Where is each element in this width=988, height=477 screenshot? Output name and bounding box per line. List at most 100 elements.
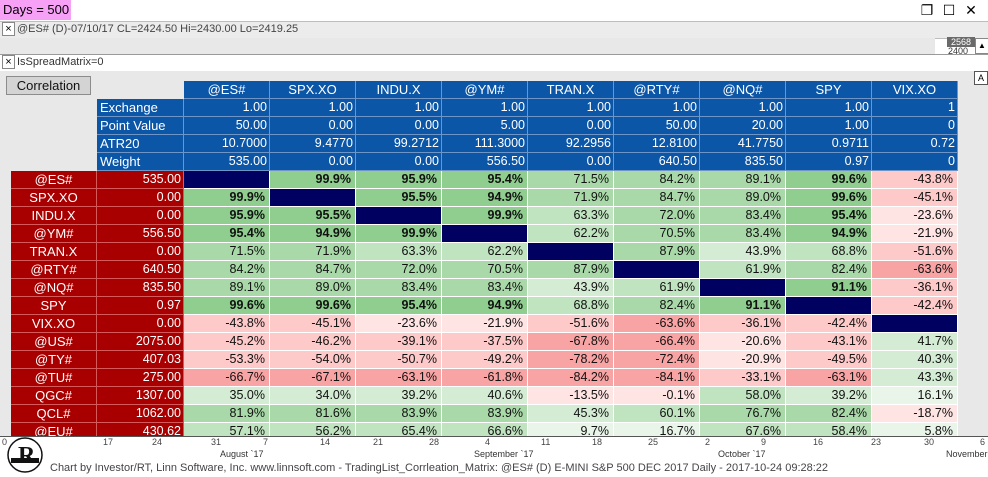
correlation-cell: 72.0%	[614, 207, 700, 225]
correlation-cell: 83.4%	[700, 225, 786, 243]
info-row-label: Point Value	[97, 117, 184, 135]
info-cell: 99.2712	[356, 135, 442, 153]
maximize-icon[interactable]: ☐	[942, 2, 956, 18]
correlation-cell: -50.7%	[356, 351, 442, 369]
correlation-cell: -0.1%	[614, 387, 700, 405]
time-tick: 31	[211, 437, 222, 447]
matrix-row-weight: 1307.00	[97, 387, 184, 405]
matrix-row-label: @US#	[11, 333, 97, 351]
info-cell: 1.00	[356, 99, 442, 117]
matrix-row-label: QGC#	[11, 387, 97, 405]
spread-pane-header: × IsSpreadMatrix=0	[0, 54, 988, 72]
correlation-cell: 68.8%	[528, 297, 614, 315]
close-icon[interactable]: ✕	[965, 2, 977, 18]
time-tick: 23	[871, 437, 882, 447]
time-tick: 6	[980, 437, 986, 447]
correlation-cell: 84.2%	[184, 261, 270, 279]
matrix-row-weight: 1062.00	[97, 405, 184, 423]
info-cell: 0.72	[872, 135, 958, 153]
matrix-row-weight: 0.00	[97, 189, 184, 207]
spread-line: IsSpreadMatrix=0	[17, 56, 104, 68]
info-row-label: Weight	[97, 153, 184, 171]
correlation-cell: 68.8%	[786, 243, 872, 261]
svg-text:R: R	[18, 443, 36, 469]
matrix-row-label: @YM#	[11, 225, 97, 243]
column-header: SPY	[786, 81, 872, 99]
matrix-row-weight: 556.50	[97, 225, 184, 243]
info-cell: 0.00	[528, 117, 614, 135]
diagonal-cell	[614, 261, 700, 279]
info-cell: 0.97	[786, 153, 872, 171]
column-header: VIX.XO	[872, 81, 958, 99]
investor-rt-logo: R	[7, 437, 43, 473]
correlation-cell: -37.5%	[442, 333, 528, 351]
column-header: SPX.XO	[270, 81, 356, 99]
time-tick: 16	[813, 437, 824, 447]
correlation-cell: 40.3%	[872, 351, 958, 369]
matrix-row-weight: 0.00	[97, 243, 184, 261]
correlation-cell: 84.7%	[270, 261, 356, 279]
time-tick: 4	[485, 437, 491, 447]
correlation-cell: 87.9%	[614, 243, 700, 261]
close-spread-pane-icon[interactable]: ×	[2, 55, 15, 69]
info-cell: 10.7000	[184, 135, 270, 153]
correlation-cell: 84.7%	[614, 189, 700, 207]
info-cell: 1.00	[786, 117, 872, 135]
info-cell: 556.50	[442, 153, 528, 171]
correlation-cell: -18.7%	[872, 405, 958, 423]
pane-scroll-icon[interactable]: ▲	[975, 38, 988, 54]
correlation-cell: 83.9%	[356, 405, 442, 423]
info-cell: 0.00	[356, 153, 442, 171]
diagonal-cell	[442, 225, 528, 243]
days-indicator[interactable]: Days = 500	[0, 0, 71, 20]
diagonal-cell	[528, 243, 614, 261]
info-cell: 0.00	[270, 117, 356, 135]
time-tick: 7	[263, 437, 269, 447]
correlation-cell: -49.2%	[442, 351, 528, 369]
month-label: September `17	[474, 449, 534, 459]
info-cell: 1.00	[614, 99, 700, 117]
correlation-cell: 91.1%	[700, 297, 786, 315]
column-header: TRAN.X	[528, 81, 614, 99]
info-row-label: Exchange	[97, 99, 184, 117]
column-header: @NQ#	[700, 81, 786, 99]
correlation-button[interactable]: Correlation	[6, 76, 91, 95]
column-header: @YM#	[442, 81, 528, 99]
correlation-cell: 89.0%	[700, 189, 786, 207]
quote-pane-header: × @ES# (D)-07/10/17 CL=2424.50 Hi=2430.0…	[0, 21, 988, 39]
matrix-row-weight: 0.97	[97, 297, 184, 315]
autoscale-button[interactable]: A	[974, 71, 988, 85]
correlation-cell: 63.3%	[356, 243, 442, 261]
correlation-cell: -45.1%	[270, 315, 356, 333]
correlation-cell: -49.5%	[786, 351, 872, 369]
info-cell: 535.00	[184, 153, 270, 171]
correlation-cell: 41.7%	[872, 333, 958, 351]
diagonal-cell	[184, 171, 270, 189]
correlation-cell: -43.8%	[184, 315, 270, 333]
correlation-cell: -20.9%	[700, 351, 786, 369]
matrix-row-weight: 2075.00	[97, 333, 184, 351]
info-cell: 50.00	[614, 117, 700, 135]
correlation-cell: 72.0%	[356, 261, 442, 279]
correlation-cell: -63.1%	[356, 369, 442, 387]
matrix-row-label: SPY	[11, 297, 97, 315]
correlation-cell: -63.6%	[614, 315, 700, 333]
correlation-cell: 89.1%	[184, 279, 270, 297]
correlation-cell: 63.3%	[528, 207, 614, 225]
correlation-cell: 94.9%	[442, 189, 528, 207]
close-pane-icon[interactable]: ×	[2, 22, 15, 36]
restore-icon[interactable]: ❐	[920, 2, 934, 18]
time-tick: 28	[429, 437, 440, 447]
time-tick: 24	[152, 437, 163, 447]
correlation-cell: 35.0%	[184, 387, 270, 405]
correlation-cell: -42.4%	[872, 297, 958, 315]
correlation-cell: 40.6%	[442, 387, 528, 405]
correlation-cell: -72.4%	[614, 351, 700, 369]
diagonal-cell	[786, 297, 872, 315]
price-scale-label: 2400	[948, 46, 969, 56]
correlation-cell: -23.6%	[356, 315, 442, 333]
correlation-cell: -53.3%	[184, 351, 270, 369]
diagonal-cell	[700, 279, 786, 297]
matrix-row-label: TRAN.X	[11, 243, 97, 261]
matrix-row-weight: 640.50	[97, 261, 184, 279]
